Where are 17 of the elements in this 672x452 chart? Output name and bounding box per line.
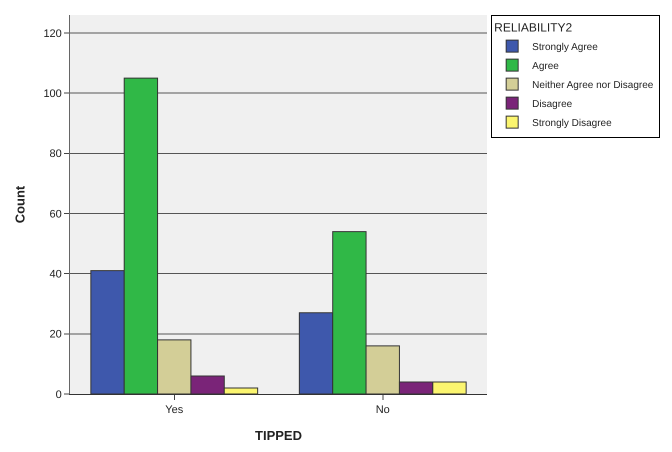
y-tick-label: 100 <box>43 88 62 100</box>
y-tick-label: 20 <box>50 328 62 341</box>
y-tick-label: 120 <box>43 28 62 40</box>
y-tick-label: 60 <box>50 208 62 220</box>
legend-label: Neither Agree nor Disagree <box>532 80 654 91</box>
x-axis-title: TIPPED <box>255 428 302 443</box>
x-tick-label: Yes <box>165 404 184 416</box>
legend-label: Agree <box>532 61 560 72</box>
y-axis-title: Count <box>12 185 28 224</box>
legend-label: Disagree <box>532 99 573 110</box>
x-tick-label: No <box>376 404 390 416</box>
legend-label: Strongly Agree <box>532 42 598 53</box>
legend-title: RELIABILITY2 <box>494 20 573 35</box>
y-tick-label: 0 <box>56 388 62 401</box>
legend-label: Strongly Disagree <box>532 118 612 129</box>
y-tick-label: 80 <box>50 148 62 160</box>
y-tick-label: 40 <box>50 268 62 281</box>
